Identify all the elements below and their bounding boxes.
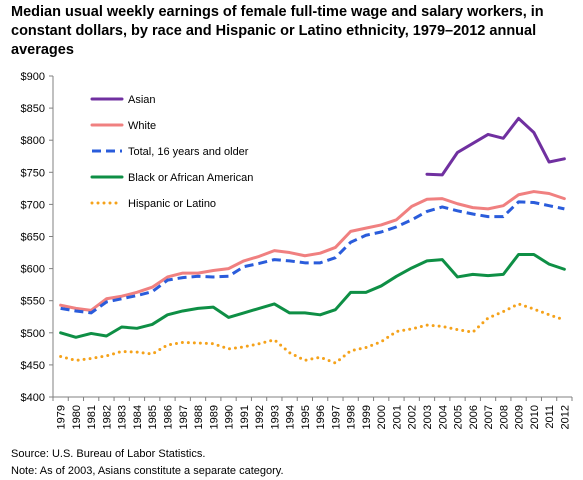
y-tick-label: $750 (21, 167, 45, 179)
x-tick-label: 1981 (86, 405, 98, 429)
x-tick-label: 1995 (300, 405, 312, 429)
x-tick-label: 1987 (178, 405, 190, 429)
x-tick-label: 2003 (422, 405, 434, 429)
x-tick-label: 1991 (239, 405, 251, 429)
x-tick-label: 2008 (498, 405, 510, 429)
legend-label-hispanic-or-latino: Hispanic or Latino (128, 198, 216, 210)
chart-title: Median usual weekly earnings of female f… (11, 4, 544, 58)
legend: Asian White Total, 16 years and older Black… (90, 94, 253, 210)
y-tick-label: $700 (21, 199, 45, 211)
x-tick-label: 2009 (514, 405, 526, 429)
x-tick-label: 1993 (269, 405, 281, 429)
legend-label-total-16-years-and-older: Total, 16 years and older (128, 146, 249, 158)
y-tick-label: $800 (21, 135, 45, 147)
x-tick-label: 1992 (254, 405, 266, 429)
source-note: Source: U.S. Bureau of Labor Statistics. (11, 448, 206, 460)
x-tick-label: 2004 (437, 405, 449, 429)
y-tick-label: $500 (21, 328, 45, 340)
legend-label-white: White (128, 120, 156, 132)
x-tick-label: 1980 (71, 405, 83, 429)
x-tick-label: 2002 (407, 405, 419, 429)
y-tick-label: $900 (21, 71, 45, 83)
x-tick-label: 1983 (117, 405, 129, 429)
y-tick-label: $400 (21, 392, 45, 404)
series-line-asian (425, 116, 566, 177)
x-tick-label: 1979 (56, 405, 68, 429)
y-tick-label: $650 (21, 232, 45, 244)
x-tick-label: 1997 (330, 405, 342, 429)
x-tick-label: 1999 (361, 405, 373, 429)
x-tick-label: 2006 (468, 405, 480, 429)
series-line-white (59, 190, 566, 312)
legend-label-black-or-african-american: Black or African American (128, 172, 253, 184)
x-tick-label: 2001 (391, 405, 403, 429)
x-tick-label: 1998 (346, 405, 358, 429)
series-line-total-16-years-and-older (60, 200, 565, 315)
x-tick-label: 1989 (208, 405, 220, 429)
legend-label-asian: Asian (128, 94, 156, 106)
y-tick-label: $450 (21, 360, 45, 372)
series-lines (59, 116, 566, 365)
x-tick-label: 1994 (285, 405, 297, 429)
x-tick-label: 1988 (193, 405, 205, 429)
y-axis: $400 $450 $500 $550 $600 $650 $700 $750 $800 $850… (21, 71, 54, 404)
x-tick-label: 1990 (224, 405, 236, 429)
x-tick-label: 1986 (162, 405, 174, 429)
x-tick-label: 2010 (529, 405, 541, 429)
x-tick-label: 1982 (101, 405, 113, 429)
chart-notes: Source: U.S. Bureau of Labor Statistics.… (11, 446, 284, 480)
x-tick-label: 1985 (147, 405, 159, 429)
x-tick-label: 1984 (132, 405, 144, 429)
x-tick-label: 2011 (544, 405, 556, 429)
x-tick-label: 1996 (315, 405, 327, 429)
x-tick-label: 2012 (559, 405, 571, 429)
x-tick-label: 2000 (376, 405, 388, 429)
y-tick-label: $550 (21, 296, 45, 308)
x-axis: 1979 1980 1981 1982 1983 1984 1985 1986 1987 1988… (52, 396, 573, 429)
series-line-hispanic-or-latino (59, 302, 566, 365)
series-line-black-or-african-american (59, 252, 566, 339)
x-tick-label: 2007 (483, 405, 495, 429)
x-tick-label: 2005 (453, 405, 465, 429)
y-tick-label: $850 (21, 103, 45, 115)
y-tick-label: $600 (21, 264, 45, 276)
footnote: Note: As of 2003, Asians constitute a se… (11, 465, 284, 477)
